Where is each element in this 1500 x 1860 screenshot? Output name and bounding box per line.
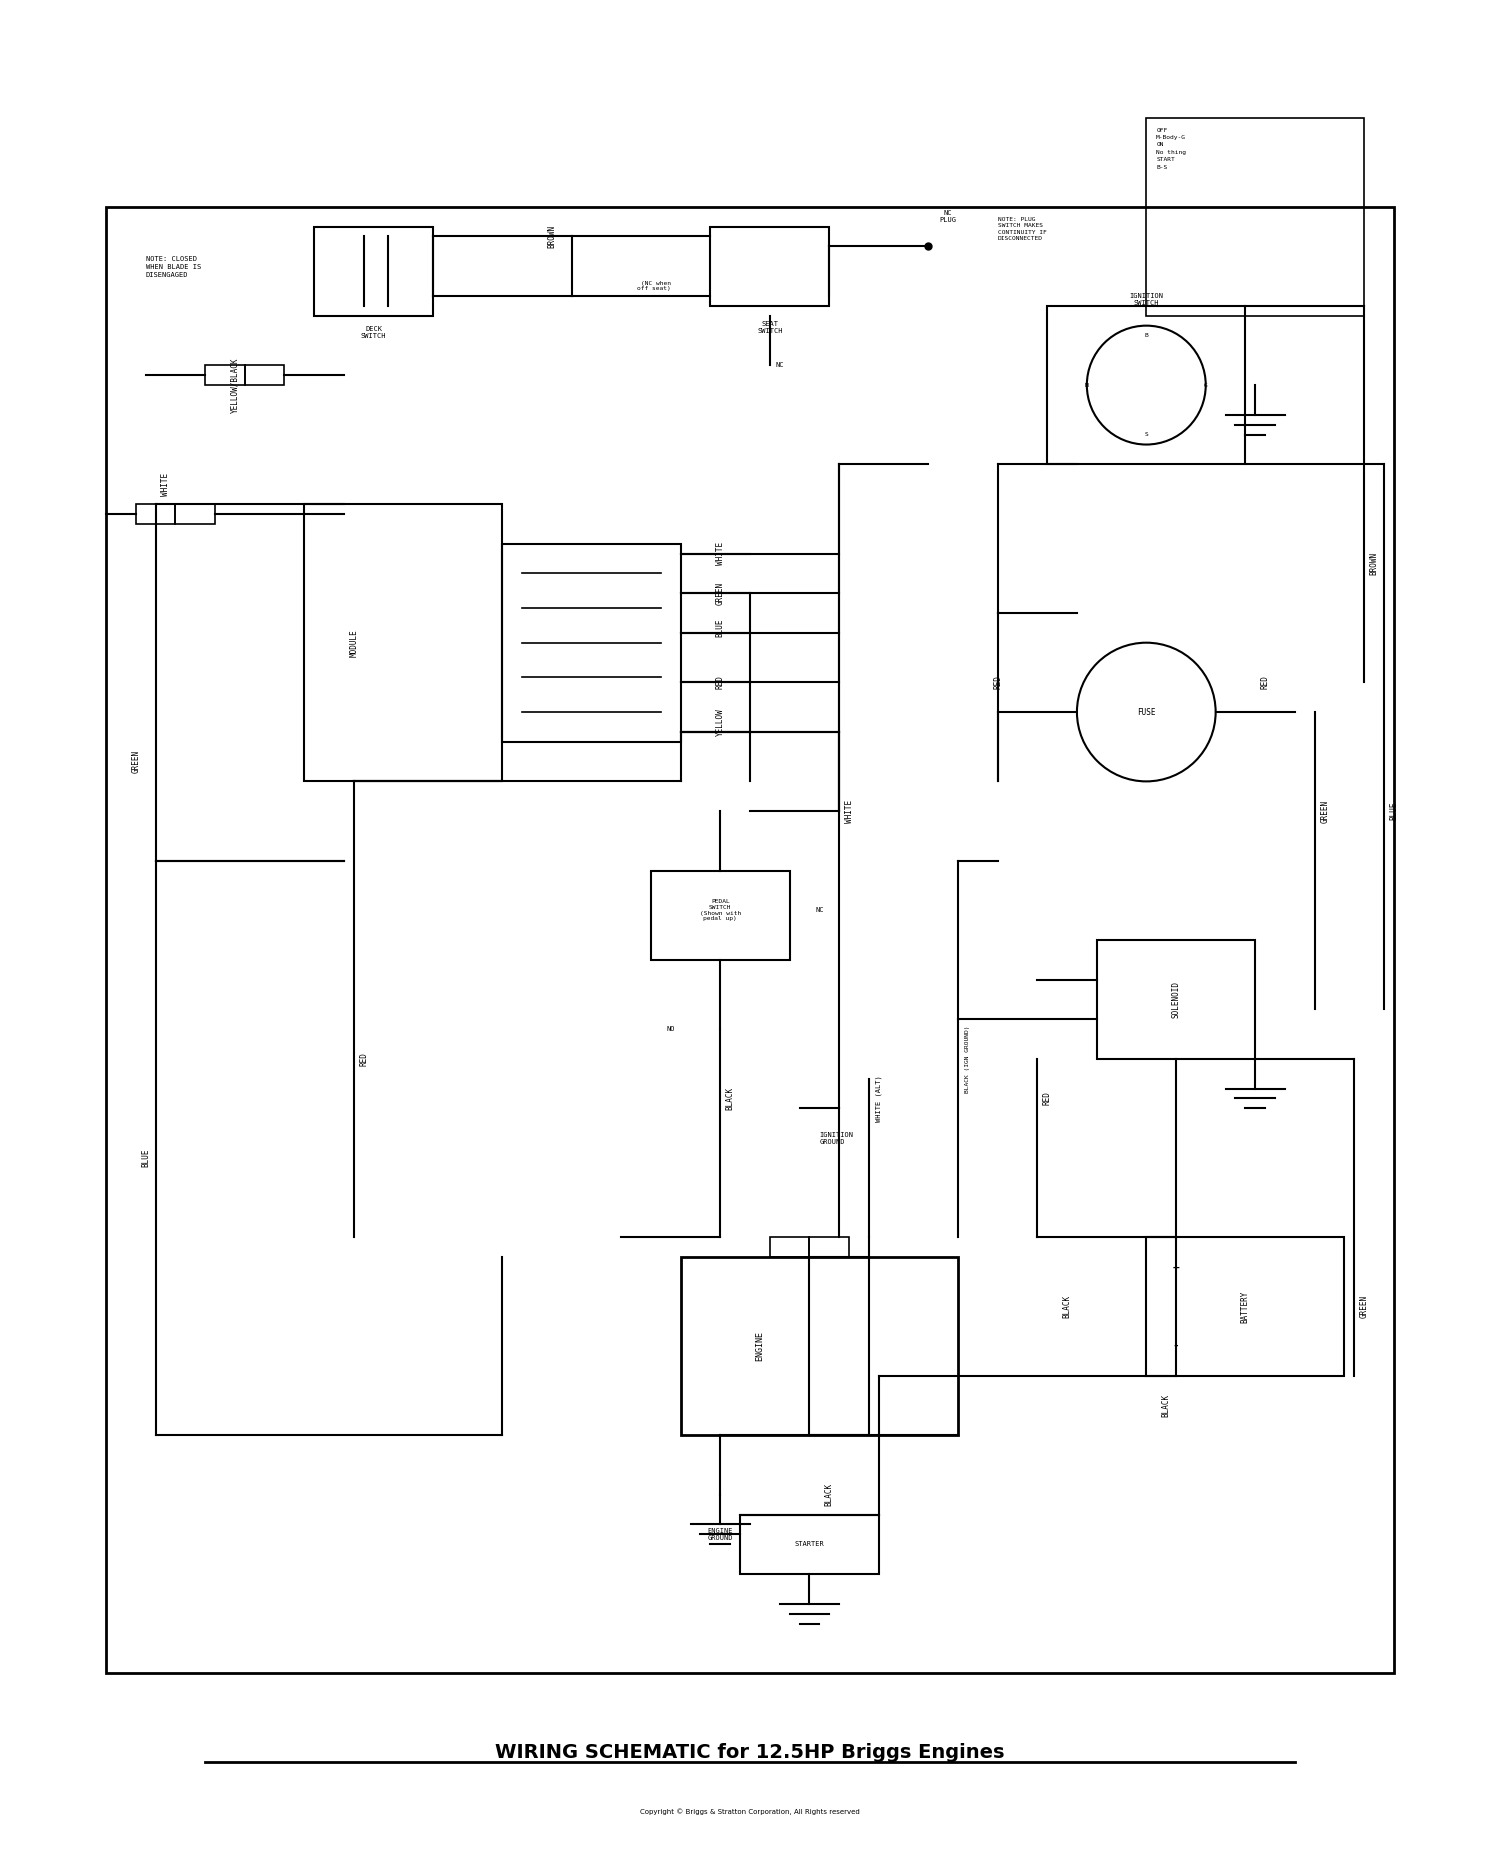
Text: WHITE: WHITE bbox=[160, 472, 170, 497]
Text: STARTER: STARTER bbox=[795, 1542, 825, 1548]
Text: NC
PLUG: NC PLUG bbox=[939, 210, 957, 223]
Text: BLACK (IGN GROUND): BLACK (IGN GROUND) bbox=[966, 1025, 970, 1092]
Text: OFF
M-Body-G
ON
No thing
START
B-S: OFF M-Body-G ON No thing START B-S bbox=[1156, 128, 1186, 169]
Text: BROWN: BROWN bbox=[1370, 552, 1378, 575]
Text: SEAT
SWITCH: SEAT SWITCH bbox=[758, 320, 783, 333]
Text: GREEN: GREEN bbox=[130, 750, 140, 774]
Bar bbox=[1047, 305, 1245, 465]
Text: G: G bbox=[1204, 383, 1208, 387]
Text: S: S bbox=[1144, 432, 1148, 437]
Text: NO: NO bbox=[666, 1027, 675, 1032]
Text: MODULE: MODULE bbox=[350, 629, 358, 657]
Text: DECK
SWITCH: DECK SWITCH bbox=[362, 326, 387, 339]
Text: RED: RED bbox=[1042, 1092, 1052, 1105]
Text: BLACK: BLACK bbox=[1161, 1393, 1170, 1417]
Text: BLUE: BLUE bbox=[716, 619, 724, 638]
Text: YELLOW/BLACK: YELLOW/BLACK bbox=[231, 357, 240, 413]
Text: BROWN: BROWN bbox=[548, 225, 556, 247]
Text: -: - bbox=[1173, 1341, 1179, 1350]
Bar bbox=[740, 1514, 879, 1574]
Bar bbox=[206, 365, 245, 385]
Bar bbox=[135, 504, 176, 525]
Text: RED: RED bbox=[358, 1053, 368, 1066]
Bar bbox=[304, 504, 502, 781]
Text: M: M bbox=[1084, 383, 1089, 387]
Text: YELLOW: YELLOW bbox=[716, 709, 724, 737]
Bar bbox=[770, 1237, 810, 1257]
Text: NOTE: CLOSED
WHEN BLADE IS
DISENGAGED: NOTE: CLOSED WHEN BLADE IS DISENGAGED bbox=[146, 257, 201, 279]
Bar bbox=[106, 206, 1394, 1672]
Text: RED: RED bbox=[716, 675, 724, 690]
Text: BLUE: BLUE bbox=[141, 1149, 150, 1166]
Bar bbox=[1146, 1237, 1344, 1376]
Bar bbox=[681, 1257, 958, 1436]
Text: WHITE: WHITE bbox=[844, 800, 853, 822]
Text: BLUE: BLUE bbox=[1389, 802, 1398, 820]
Bar bbox=[314, 227, 434, 316]
Bar bbox=[651, 870, 789, 960]
Text: (NC when
off seat): (NC when off seat) bbox=[638, 281, 670, 292]
Text: NC: NC bbox=[815, 908, 824, 913]
Bar bbox=[503, 543, 681, 742]
Text: IGNITION
GROUND: IGNITION GROUND bbox=[819, 1131, 854, 1144]
Text: WHITE: WHITE bbox=[716, 541, 724, 565]
Bar bbox=[244, 365, 285, 385]
Text: Copyright © Briggs & Stratton Corporation, All Rights reserved: Copyright © Briggs & Stratton Corporatio… bbox=[640, 1808, 860, 1815]
Text: ENGINE
GROUND: ENGINE GROUND bbox=[708, 1527, 734, 1540]
Text: GREEN: GREEN bbox=[716, 582, 724, 604]
Text: +: + bbox=[1173, 1261, 1179, 1272]
Text: NOTE: PLUG
SWITCH MAKES
CONTINUITY IF
DISCONNECTED: NOTE: PLUG SWITCH MAKES CONTINUITY IF DI… bbox=[998, 216, 1047, 242]
Text: PEDAL
SWITCH
(Shown with
pedal up): PEDAL SWITCH (Shown with pedal up) bbox=[699, 898, 741, 921]
Text: B: B bbox=[1144, 333, 1148, 339]
Text: WIRING SCHEMATIC for 12.5HP Briggs Engines: WIRING SCHEMATIC for 12.5HP Briggs Engin… bbox=[495, 1743, 1005, 1761]
Bar bbox=[711, 227, 830, 305]
Bar bbox=[1146, 117, 1365, 316]
Text: ENGINE: ENGINE bbox=[756, 1332, 765, 1362]
Text: GREEN: GREEN bbox=[1320, 800, 1329, 822]
Text: FUSE: FUSE bbox=[1137, 707, 1155, 716]
Text: BLACK: BLACK bbox=[726, 1086, 735, 1110]
Bar bbox=[176, 504, 214, 525]
Text: RED: RED bbox=[1260, 675, 1269, 690]
Text: RED: RED bbox=[993, 675, 1002, 690]
Text: BATTERY: BATTERY bbox=[1240, 1291, 1250, 1322]
Text: WHITE (ALT): WHITE (ALT) bbox=[876, 1075, 882, 1122]
Text: BLACK: BLACK bbox=[1062, 1295, 1071, 1319]
Text: IGNITION
SWITCH: IGNITION SWITCH bbox=[1130, 292, 1164, 305]
Text: NC: NC bbox=[776, 363, 784, 368]
Bar bbox=[810, 1237, 849, 1257]
Text: BLACK: BLACK bbox=[825, 1482, 834, 1507]
Bar bbox=[1096, 939, 1256, 1058]
Text: SOLENOID: SOLENOID bbox=[1172, 980, 1180, 1017]
Text: GREEN: GREEN bbox=[1360, 1295, 1370, 1319]
